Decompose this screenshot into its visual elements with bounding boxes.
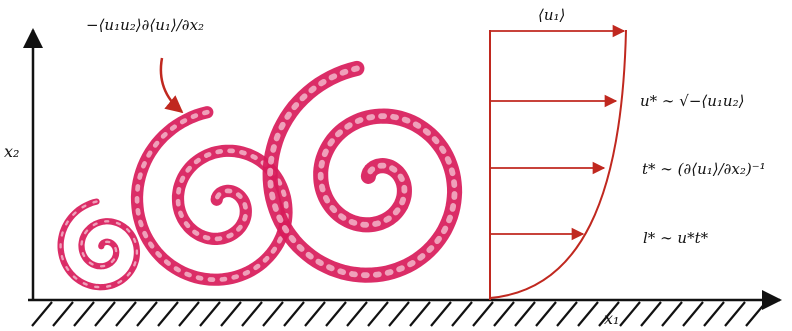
hatch-line	[535, 301, 557, 327]
production-label: −⟨u₁u₂⟩∂⟨u₁⟩/∂x₂	[86, 16, 205, 34]
eddy-large-texture	[267, 65, 458, 279]
hatch-line	[493, 301, 515, 327]
hatch-line	[73, 301, 95, 327]
eddy-medium-texture	[134, 109, 289, 283]
hatch-line	[472, 301, 494, 327]
eddy-small	[57, 198, 141, 291]
hatch-line	[346, 301, 368, 327]
velocity-scale-label: u* ∼ √−⟨u₁u₂⟩	[640, 92, 745, 110]
hatch-line	[619, 301, 641, 327]
hatch-line	[262, 301, 284, 327]
x2-axis-label: x₂	[4, 142, 20, 161]
eddies	[57, 60, 463, 291]
mean-velocity-label: ⟨u₁⟩	[538, 6, 566, 24]
velocity-profile	[489, 24, 627, 300]
hatch-line	[409, 301, 431, 327]
hatch-line	[745, 301, 767, 327]
hatch-line	[94, 301, 116, 327]
hatch-line	[367, 301, 389, 327]
hatch-line	[52, 301, 74, 327]
hatch-line	[31, 301, 53, 327]
hatch-line	[661, 301, 683, 327]
hatch-line	[220, 301, 242, 327]
x1-axis-label: x₁	[604, 309, 620, 328]
hatch-line	[640, 301, 662, 327]
time-scale-label: t* ∼ (∂⟨u₁⟩/∂x₂)⁻¹	[642, 160, 766, 178]
hatch-line	[136, 301, 158, 327]
hatch-line	[304, 301, 326, 327]
hatch-line	[682, 301, 704, 327]
hatch-line	[325, 301, 347, 327]
hatch-line	[241, 301, 263, 327]
hatch-line	[283, 301, 305, 327]
hatch-line	[724, 301, 746, 327]
wall-hatching	[31, 301, 767, 327]
hatch-line	[178, 301, 200, 327]
hatch-line	[703, 301, 725, 327]
eddy-large	[262, 60, 463, 283]
hatch-line	[556, 301, 578, 327]
hatch-line	[598, 301, 620, 327]
hatch-line	[451, 301, 473, 327]
hatch-line	[157, 301, 179, 327]
hatch-line	[577, 301, 599, 327]
hatch-line	[514, 301, 536, 327]
hatch-line	[115, 301, 137, 327]
hatch-line	[199, 301, 221, 327]
hatch-line	[430, 301, 452, 327]
production-arrow	[159, 57, 184, 114]
eddy-small-texture	[59, 200, 139, 289]
length-scale-label: l* ∼ u*t*	[643, 229, 709, 247]
hatch-line	[388, 301, 410, 327]
